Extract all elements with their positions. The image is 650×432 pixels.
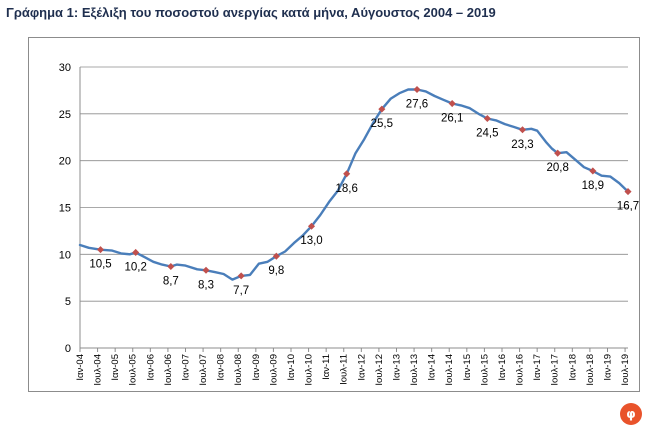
x-tick-label: Ιουλ-16 [515, 354, 526, 386]
x-tick-label: Ιαν-05 [110, 354, 121, 381]
x-tick-label: Ιουλ-14 [444, 354, 455, 386]
data-label: 13,0 [300, 235, 322, 247]
data-point-marker [202, 266, 210, 274]
x-tick-label: Ιαν-07 [180, 354, 191, 381]
data-label: 10,5 [89, 259, 111, 271]
data-label: 23,3 [511, 139, 533, 151]
x-tick-label: Ιουλ-05 [128, 354, 139, 386]
data-point-marker [132, 248, 140, 256]
data-point-marker [624, 188, 632, 196]
data-point-marker [237, 272, 245, 280]
data-label: 8,3 [198, 279, 214, 291]
x-tick-label: Ιουλ-10 [304, 354, 315, 386]
data-label: 26,1 [441, 113, 463, 125]
series-line [78, 88, 630, 281]
x-tick-label: Ιουλ-18 [585, 354, 596, 386]
data-label: 16,7 [617, 201, 639, 213]
data-point-marker [413, 85, 421, 94]
x-tick-label: Ιουλ-06 [163, 354, 174, 386]
data-point-marker [448, 99, 456, 108]
x-tick-label: Ιαν-17 [532, 354, 543, 381]
x-tick-label: Ιουλ-04 [93, 354, 104, 386]
x-tick-label: Ιουλ-08 [233, 354, 244, 386]
gridlines [79, 66, 628, 349]
data-point-marker [343, 170, 351, 178]
y-tick-label: 5 [65, 296, 71, 308]
data-point-marker [272, 252, 280, 260]
x-tick-label: Ιαν-06 [145, 354, 156, 381]
data-point-marker [96, 246, 105, 254]
x-tick-label: Ιαν-15 [462, 354, 473, 381]
x-tick-label: Ιαν-18 [567, 354, 578, 381]
x-tick-label: Ιαν-04 [75, 354, 86, 381]
x-tick-label: Ιουλ-09 [268, 354, 279, 386]
data-labels: 10,5 10,2 8,7 8,3 7,7 9,8 13,0 18,6 25,5 27,6 26,1… [89, 98, 639, 296]
x-tick-label: Ιουλ-15 [479, 354, 490, 386]
data-label: 18,9 [582, 180, 604, 192]
y-tick-label: 10 [59, 249, 71, 261]
data-label: 7,7 [233, 285, 249, 297]
data-label: 10,2 [124, 261, 146, 273]
x-tick-label: Ιουλ-19 [620, 354, 631, 386]
data-point-marker [167, 262, 175, 271]
y-axis-ticks: 0 5 10 15 20 25 30 [59, 62, 71, 355]
x-tick-label: Ιουλ-07 [198, 354, 209, 386]
x-tick-label: Ιαν-12 [356, 354, 367, 381]
x-tick-label: Ιαν-19 [602, 354, 613, 381]
data-label: 27,6 [406, 98, 428, 110]
x-tick-label: Ιαν-13 [391, 354, 402, 381]
data-label: 25,5 [371, 118, 393, 130]
x-tick-label: Ιουλ-11 [339, 354, 350, 385]
y-tick-label: 15 [59, 203, 71, 215]
x-tick-label: Ιαν-16 [497, 354, 508, 381]
x-tick-label: Ιαν-11 [321, 354, 332, 380]
x-tick-label: Ιαν-08 [216, 354, 227, 381]
data-point-marker [589, 167, 597, 175]
y-tick-label: 25 [59, 109, 71, 121]
x-axis-ticks: Ιαν-04 Ιουλ-04 Ιαν-05 Ιουλ-05 Ιαν-06 Ιουλ-06 Ι… [75, 348, 631, 386]
data-label: 8,7 [163, 276, 179, 288]
data-point-marker [518, 126, 527, 134]
x-tick-label: Ιαν-14 [427, 354, 438, 381]
x-tick-label: Ιουλ-12 [374, 354, 385, 386]
y-tick-label: 20 [59, 156, 71, 168]
x-tick-label: Ιαν-10 [286, 354, 297, 381]
data-label: 20,8 [546, 162, 568, 174]
chart-frame [28, 37, 640, 392]
data-point-marker [483, 114, 491, 123]
data-point-marker [378, 105, 386, 113]
data-point-marker [554, 149, 562, 157]
x-tick-label: Ιουλ-17 [550, 354, 561, 386]
data-label: 18,6 [335, 183, 357, 195]
x-tick-label: Ιουλ-13 [409, 354, 420, 386]
chart-title: Γράφημα 1: Εξέλιξη του ποσοστού ανεργίας… [6, 5, 496, 20]
x-tick-label: Ιαν-09 [251, 354, 262, 381]
data-point-marker [307, 222, 316, 230]
data-label: 9,8 [268, 265, 284, 277]
data-label: 24,5 [476, 128, 498, 140]
series-unemployment [78, 85, 632, 281]
y-tick-label: 30 [59, 62, 71, 74]
brand-logo-icon: φ [620, 403, 642, 425]
y-tick-label: 0 [65, 343, 71, 355]
